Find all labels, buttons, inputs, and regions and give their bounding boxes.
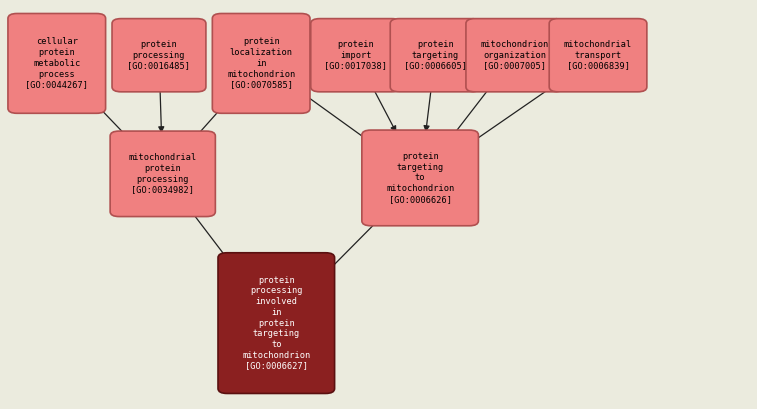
Text: mitochondrion
organization
[GO:0007005]: mitochondrion organization [GO:0007005] (481, 40, 549, 70)
Text: protein
processing
[GO:0016485]: protein processing [GO:0016485] (127, 40, 191, 70)
FancyBboxPatch shape (466, 19, 563, 92)
FancyBboxPatch shape (391, 19, 480, 92)
Text: protein
processing
involved
in
protein
targeting
to
mitochondrion
[GO:0006627]: protein processing involved in protein t… (242, 276, 310, 371)
FancyBboxPatch shape (310, 19, 401, 92)
FancyBboxPatch shape (112, 19, 206, 92)
FancyBboxPatch shape (212, 13, 310, 113)
Text: cellular
protein
metabolic
process
[GO:0044267]: cellular protein metabolic process [GO:0… (25, 37, 89, 90)
Text: protein
localization
in
mitochondrion
[GO:0070585]: protein localization in mitochondrion [G… (227, 37, 295, 90)
Text: protein
import
[GO:0017038]: protein import [GO:0017038] (324, 40, 388, 70)
Text: protein
targeting
[GO:0006605]: protein targeting [GO:0006605] (403, 40, 467, 70)
FancyBboxPatch shape (550, 19, 646, 92)
FancyBboxPatch shape (111, 131, 215, 217)
Text: protein
targeting
to
mitochondrion
[GO:0006626]: protein targeting to mitochondrion [GO:0… (386, 152, 454, 204)
FancyBboxPatch shape (362, 130, 478, 226)
FancyBboxPatch shape (218, 253, 335, 393)
FancyBboxPatch shape (8, 13, 106, 113)
Text: mitochondrial
protein
processing
[GO:0034982]: mitochondrial protein processing [GO:003… (129, 153, 197, 194)
Text: mitochondrial
transport
[GO:0006839]: mitochondrial transport [GO:0006839] (564, 40, 632, 70)
